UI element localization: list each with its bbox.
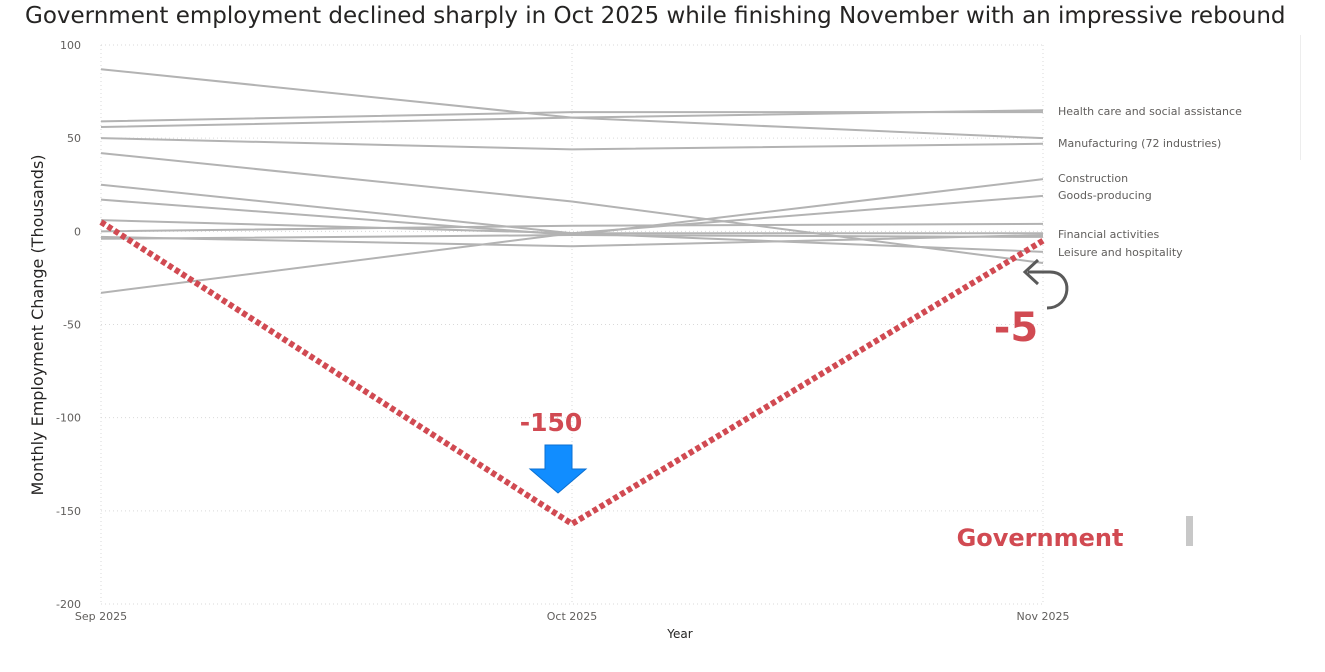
y-axis-title: Monthly Employment Change (Thousands) — [28, 154, 47, 495]
series-line[interactable] — [100, 234, 1044, 240]
chart-title: Government employment declined sharply i… — [25, 3, 1286, 29]
y-tick-label: -150 — [56, 505, 81, 518]
government-line[interactable] — [99, 219, 1045, 528]
government-series[interactable] — [99, 219, 1045, 528]
series-line[interactable] — [100, 68, 1044, 140]
series-end-label: Construction — [1058, 172, 1128, 185]
y-tick-label: -200 — [56, 598, 81, 611]
series-end-label: Financial activities — [1058, 228, 1160, 241]
x-tick-label: Sep 2025 — [75, 610, 127, 623]
y-tick-label: 50 — [67, 132, 81, 145]
annotation-nov-value: -5 — [994, 305, 1038, 351]
y-tick-label: 100 — [60, 39, 81, 52]
y-axis-ticks: 100 50 0 -50 -100 -150 -200 — [56, 39, 81, 611]
series-line[interactable] — [100, 137, 1044, 151]
series-line[interactable] — [100, 234, 1044, 248]
x-tick-label: Oct 2025 — [547, 610, 598, 623]
series-lines[interactable] — [100, 68, 1044, 294]
panel-divider — [1300, 35, 1301, 160]
series-line[interactable] — [100, 183, 1043, 235]
y-tick-label: -50 — [63, 319, 81, 332]
government-label: Government — [957, 524, 1124, 552]
down-arrow-icon — [528, 444, 588, 494]
y-tick-label: 0 — [74, 225, 81, 238]
series-end-label: Goods-producing — [1058, 189, 1152, 202]
annotation-oct-value: -150 — [520, 408, 583, 437]
x-tick-label: Nov 2025 — [1017, 610, 1070, 623]
legend-scrollbar[interactable] — [1186, 516, 1193, 546]
x-axis-title: Year — [666, 627, 692, 641]
series-end-label: Manufacturing (72 industries) — [1058, 137, 1221, 150]
series-labels: Health care and social assistance Manufac… — [1058, 105, 1242, 259]
series-end-label: Leisure and hospitality — [1058, 246, 1183, 259]
series-line[interactable] — [100, 152, 1044, 265]
series-line[interactable] — [100, 222, 1044, 233]
rebound-arrow-icon — [1022, 258, 1069, 310]
series-line[interactable] — [100, 109, 1044, 128]
series-end-label: Health care and social assistance — [1058, 105, 1242, 118]
y-tick-label: -100 — [56, 412, 81, 425]
x-axis-ticks: Sep 2025 Oct 2025 Nov 2025 — [75, 610, 1070, 623]
